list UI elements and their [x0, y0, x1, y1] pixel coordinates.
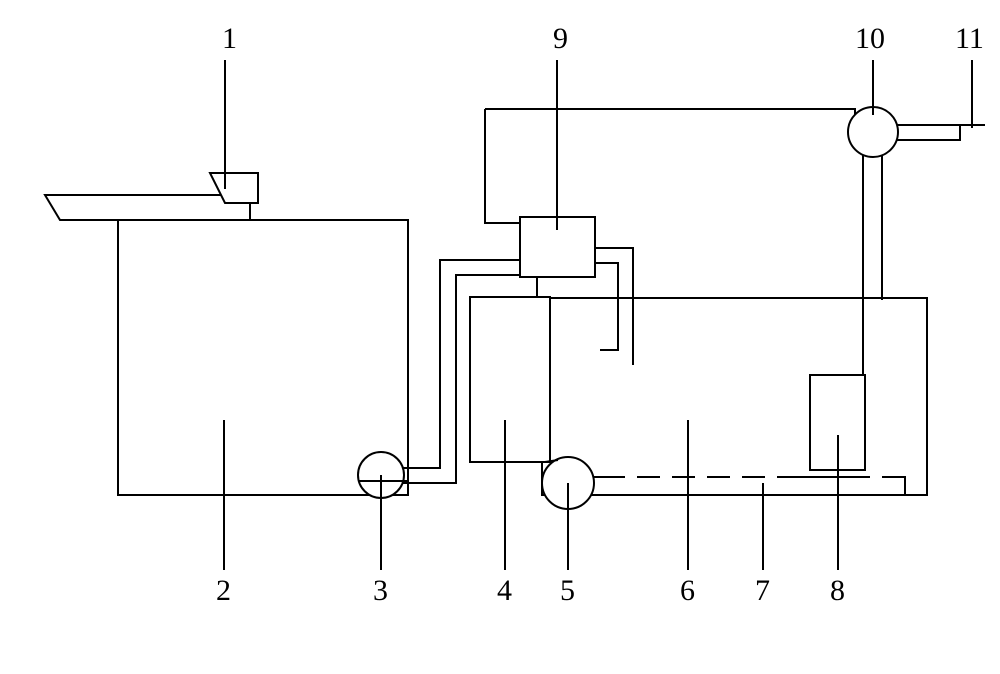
- unit-4: [470, 297, 550, 462]
- pipe-top: [485, 109, 855, 115]
- label-5: 5: [560, 574, 575, 607]
- label-10: 10: [855, 22, 885, 55]
- chute-outer: [45, 195, 250, 220]
- label-9: 9: [553, 22, 568, 55]
- label-11: 11: [955, 22, 984, 55]
- label-4: 4: [497, 574, 512, 607]
- label-6: 6: [680, 574, 695, 607]
- label-3: 3: [373, 574, 388, 607]
- label-8: 8: [830, 574, 845, 607]
- pipe-9-down-b: [595, 248, 633, 365]
- label-7: 7: [755, 574, 770, 607]
- pipe-9-top: [485, 109, 520, 223]
- label-1: 1: [222, 22, 237, 55]
- label-2: 2: [216, 574, 231, 607]
- tank-left: [118, 220, 408, 495]
- pipe-distributor-bot: [580, 477, 905, 495]
- schematic-diagram: 1 9 10 11 2 3 4 5 6 7 8: [0, 0, 1000, 674]
- pipe-9-down-a: [595, 263, 618, 350]
- tank-right: [542, 298, 927, 495]
